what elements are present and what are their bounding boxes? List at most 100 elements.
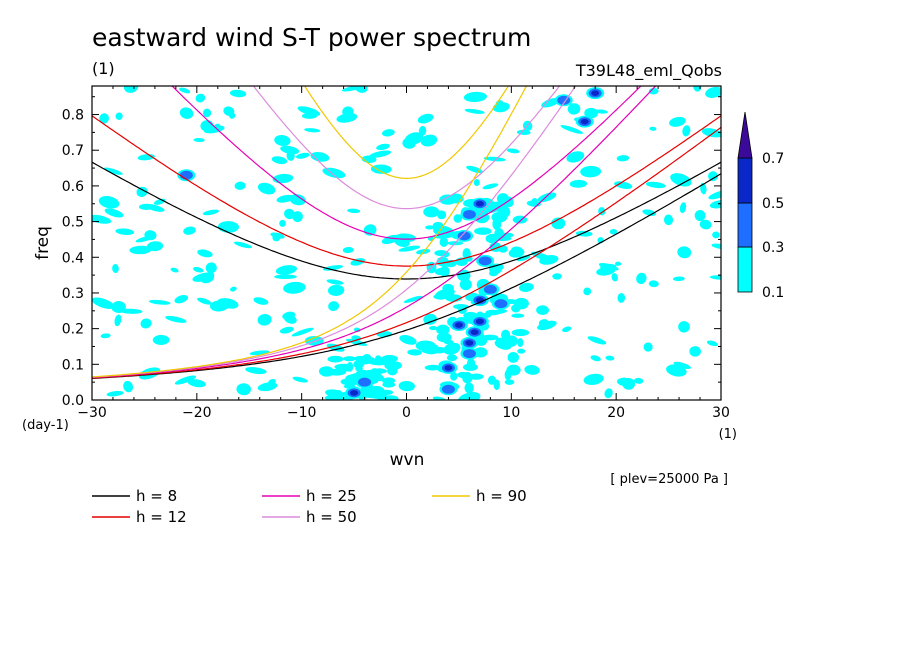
power-blob-0.1: [432, 396, 447, 400]
legend-label: h = 25: [306, 487, 357, 505]
power-blob-0.1: [370, 368, 379, 375]
power-blob-0.1: [442, 283, 454, 293]
x-tick-label: 10: [502, 405, 520, 421]
y-tick-label: 0.3: [62, 286, 84, 302]
power-blob-0.1: [673, 276, 685, 282]
power-blob-0.1: [552, 273, 562, 280]
power-blob-0.1: [693, 86, 702, 92]
power-blob-0.1: [342, 247, 354, 254]
power-blob-0.1: [387, 365, 398, 376]
power-blob-0.1: [617, 292, 626, 303]
y-tick-label: 0.5: [62, 215, 84, 231]
power-blob-0.1: [436, 324, 450, 335]
y-axis-unit: (day-1): [22, 418, 69, 433]
power-blob-0.1: [328, 301, 340, 312]
curve-h-8-kelvin: [92, 173, 721, 379]
power-blob-0.1: [193, 138, 205, 143]
power-blob-0.1: [709, 200, 721, 209]
power-blob-0.1: [433, 294, 448, 300]
power-blob-0.1: [551, 217, 566, 230]
power-blob-0.1: [648, 87, 659, 95]
power-blob-0.1: [423, 206, 440, 218]
power-blob-0.1: [670, 173, 692, 187]
power-blob-0.1: [115, 112, 123, 120]
power-blob-0.1: [327, 284, 345, 297]
power-blob-0.1: [677, 246, 692, 259]
power-patch-0.5: [475, 318, 484, 325]
power-patch-0.5: [470, 329, 479, 336]
power-blob-0.1: [459, 278, 472, 291]
axis-ticks: −30 −20 −10 0 10 20 30 0.0 0.1 0.2 0.3 0.4 0.5 0.6 0.7…: [62, 86, 730, 421]
power-blob-0.1: [205, 262, 217, 274]
x-axis-unit: (1): [719, 427, 737, 442]
power-blob-0.1: [377, 394, 386, 400]
power-blob-0.1: [436, 332, 452, 343]
y-tick-label: 0.4: [62, 250, 84, 266]
power-blob-0.1: [593, 109, 608, 114]
x-tick-label: 30: [712, 405, 730, 421]
power-blob-0.1: [611, 273, 618, 282]
power-blob-0.1: [372, 357, 390, 363]
power-blob-0.1: [193, 266, 204, 273]
power-patch-0.5: [591, 90, 600, 96]
power-blob-0.1: [98, 196, 120, 209]
colorbar-label: 0.5: [762, 196, 784, 212]
power-blob-0.1: [699, 219, 712, 230]
power-blob-0.1: [425, 225, 435, 230]
power-blob-0.1: [569, 179, 588, 188]
power-blob-0.1: [257, 382, 278, 392]
power-blob-0.1: [326, 279, 344, 285]
power-blob-0.1: [342, 379, 357, 384]
power-blob-0.1: [694, 210, 706, 222]
curve-h-50-gravity: [252, 86, 561, 210]
power-blob-0.1: [170, 267, 179, 273]
y-tick-label: 0.2: [62, 322, 84, 338]
power-blob-0.1: [104, 208, 124, 218]
y-tick-label: 0.6: [62, 179, 84, 195]
power-blob-0.1: [234, 181, 246, 190]
power-blob-0.1: [663, 214, 674, 226]
power-blob-0.1: [709, 275, 721, 280]
power-blob-0.1: [174, 295, 189, 304]
power-blob-0.1: [284, 208, 295, 220]
power-blob-0.1: [209, 300, 229, 312]
power-blob-0.1: [106, 390, 124, 397]
power-blob-0.1: [257, 314, 272, 326]
power-patch-0.3: [494, 299, 508, 309]
power-blob-0.1: [345, 338, 368, 346]
power-blob-0.1: [326, 368, 347, 376]
power-blob-0.1: [403, 295, 423, 303]
power-blob-0.1: [636, 272, 647, 285]
power-blob-0.1: [230, 286, 237, 292]
power-blob-0.1: [417, 113, 434, 124]
power-blob-0.1: [402, 137, 416, 149]
power-blob-0.1: [100, 333, 111, 339]
power-patch-0.5: [444, 365, 453, 371]
power-blob-0.1: [343, 356, 357, 362]
power-patch-0.5: [580, 118, 589, 125]
power-blob-0.1: [144, 204, 165, 212]
power-blob-0.1: [174, 375, 197, 385]
power-blob-0.1: [450, 371, 458, 381]
power-blob-0.1: [682, 125, 691, 137]
power-blob-0.1: [560, 125, 584, 134]
x-tick-label: 0: [402, 405, 411, 421]
power-blob-0.1: [443, 342, 461, 355]
legend-label: h = 50: [306, 508, 357, 526]
y-tick-label: 0.8: [62, 108, 84, 124]
power-blob-0.1: [457, 371, 468, 379]
power-blob-0.1: [99, 113, 109, 124]
power-blob-0.1: [511, 313, 525, 318]
power-blob-0.1: [423, 346, 440, 355]
power-blob-0.1: [464, 108, 485, 114]
power-patch-0.5: [475, 200, 484, 207]
power-blob-0.1: [335, 390, 343, 398]
power-blob-0.1: [614, 261, 622, 266]
power-blob-0.1: [538, 319, 549, 327]
colorbar-label: 0.7: [762, 151, 784, 167]
power-blob-0.1: [648, 280, 659, 288]
power-blob-0.1: [645, 181, 666, 189]
chart-title: eastward wind S-T power spectrum: [92, 23, 531, 52]
power-blob-0.1: [129, 245, 152, 255]
power-blob-0.1: [119, 308, 143, 314]
